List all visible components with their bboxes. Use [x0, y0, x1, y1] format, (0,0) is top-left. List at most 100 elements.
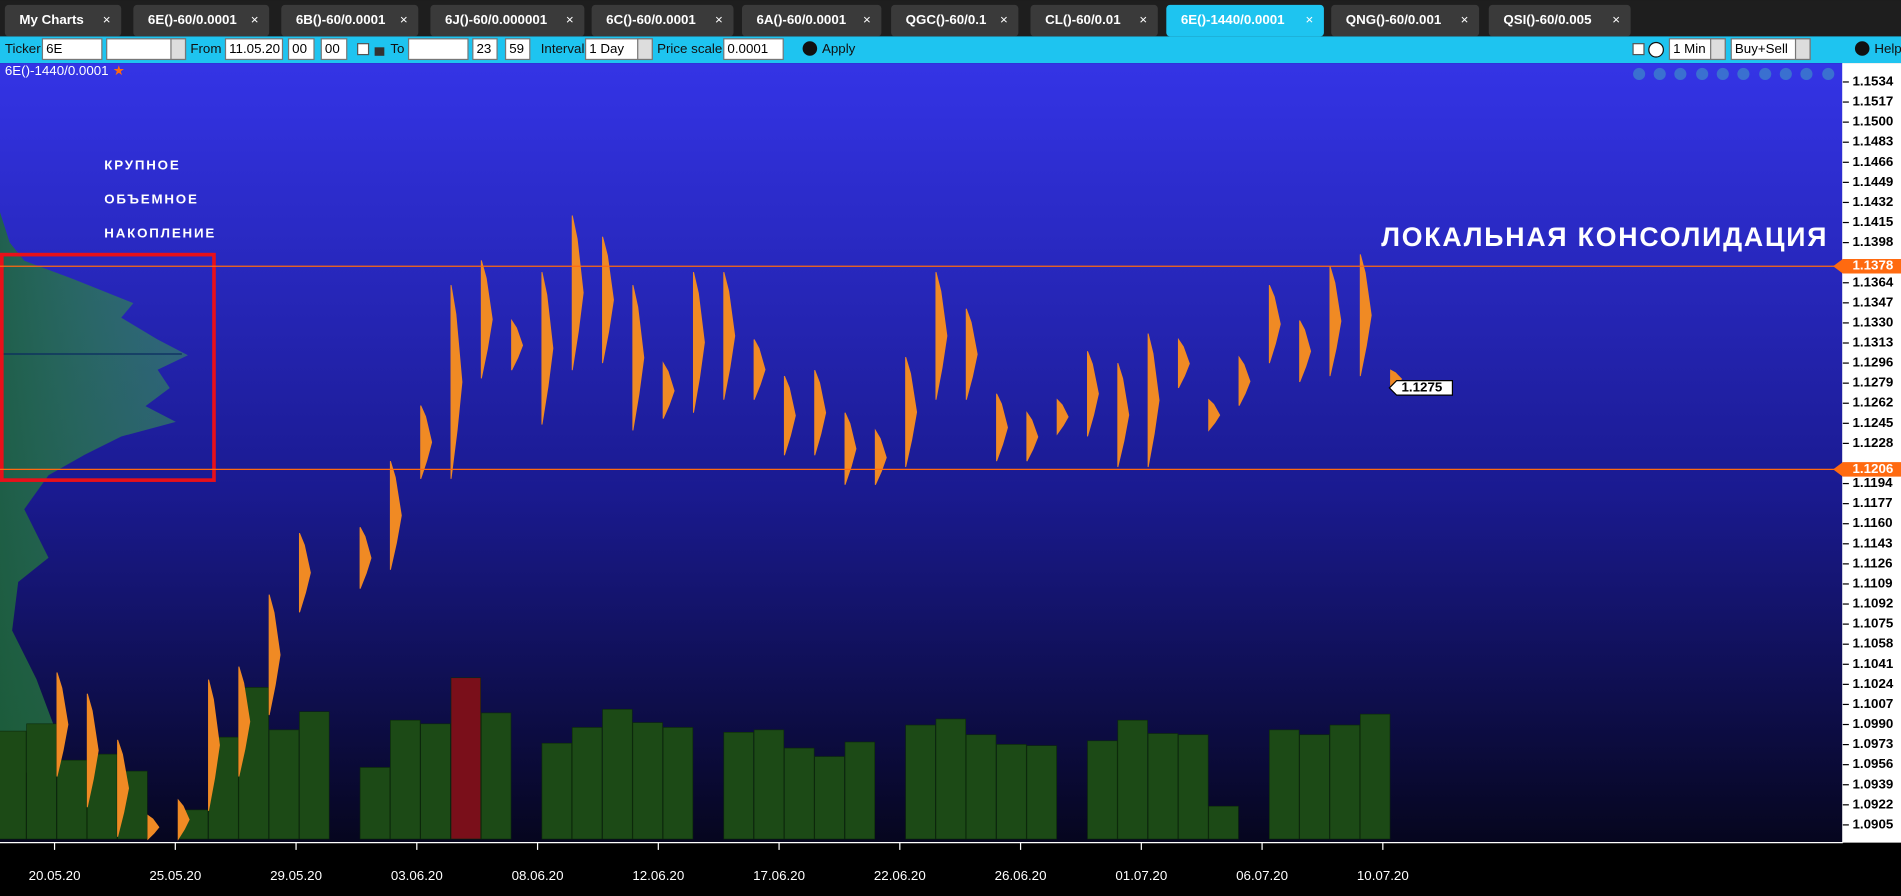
toolbar-label: To — [390, 41, 404, 56]
tool-icon[interactable] — [1779, 67, 1792, 81]
tab-close[interactable]: × — [1139, 12, 1147, 27]
tool-icon[interactable] — [1759, 67, 1772, 81]
price-profile — [844, 412, 857, 485]
input-value: Buy+Sell — [1735, 41, 1788, 56]
volume-bar — [1147, 733, 1179, 840]
y-tick-label: 1.1347 — [1853, 294, 1894, 309]
y-tick-label: 1.1398 — [1853, 234, 1894, 249]
y-tick-label: 1.1296 — [1853, 355, 1894, 370]
input[interactable] — [504, 38, 531, 61]
level-label: 1.1206 — [1853, 461, 1894, 476]
volume-bar — [541, 742, 572, 840]
input[interactable] — [287, 38, 315, 61]
tool-icon[interactable] — [1822, 67, 1835, 81]
tab[interactable] — [281, 4, 419, 37]
input[interactable] — [224, 38, 284, 61]
tab-close[interactable]: × — [1612, 12, 1620, 27]
price-profile — [874, 428, 887, 485]
tab[interactable] — [741, 4, 882, 37]
tab-close[interactable]: × — [715, 12, 723, 27]
lock-icon[interactable] — [374, 47, 385, 56]
checkbox[interactable] — [357, 43, 370, 56]
input-value: 23 — [476, 41, 491, 56]
help-icon[interactable] — [1854, 41, 1870, 56]
annotation-line: НАКОПЛЕНИЕ — [104, 226, 216, 241]
dropdown-arrow[interactable] — [1794, 38, 1811, 61]
y-tick-label: 1.0990 — [1853, 716, 1894, 731]
tab-close[interactable]: × — [1461, 12, 1469, 27]
tab-label: 6C()-60/0.0001 — [606, 12, 696, 27]
volume-bar — [1087, 740, 1118, 840]
volume-bar — [481, 712, 512, 840]
dropdown-arrow[interactable] — [637, 38, 653, 61]
volume-bar — [723, 731, 754, 840]
tab-close[interactable]: × — [1000, 12, 1008, 27]
favorite-star[interactable]: ★ — [113, 63, 125, 78]
volume-bar — [632, 722, 663, 840]
y-tick-label: 1.1160 — [1853, 515, 1893, 530]
x-tick-label: 01.07.20 — [1115, 868, 1167, 883]
tool-icon[interactable] — [1633, 67, 1646, 81]
input[interactable] — [723, 38, 784, 61]
tab-close[interactable]: × — [566, 12, 574, 27]
tab[interactable] — [133, 4, 270, 37]
volume-bar — [1026, 745, 1057, 840]
tool-icon[interactable] — [1716, 67, 1729, 81]
input[interactable] — [41, 38, 103, 61]
tab[interactable] — [4, 4, 122, 37]
input[interactable] — [472, 38, 498, 61]
dropdown-arrow[interactable] — [170, 38, 187, 61]
y-tick-label: 1.1364 — [1853, 274, 1894, 289]
input-value: 59 — [509, 41, 524, 56]
x-tick-label: 10.07.20 — [1357, 868, 1409, 883]
tab-close[interactable]: × — [251, 12, 259, 27]
tab[interactable] — [1488, 4, 1631, 37]
y-tick-label: 1.1177 — [1853, 495, 1893, 510]
y-tick-label: 1.1024 — [1853, 676, 1894, 691]
tool-icon[interactable] — [1737, 67, 1750, 81]
tool-icon[interactable] — [1674, 67, 1687, 81]
tab[interactable] — [430, 4, 585, 37]
tab-close[interactable]: × — [103, 12, 111, 27]
y-tick-label: 1.1415 — [1853, 214, 1894, 229]
volume-bar — [359, 767, 391, 840]
tab[interactable] — [1030, 4, 1158, 37]
volume-bar — [299, 711, 330, 840]
y-tick-label: 1.1092 — [1853, 596, 1894, 611]
tab[interactable] — [891, 4, 1019, 37]
annotation-left: КРУПНОЕ ОБЪЕМНОЕ НАКОПЛЕНИЕ — [104, 158, 216, 241]
apply-button[interactable]: Apply — [822, 41, 856, 56]
y-tick-label: 1.1041 — [1853, 656, 1894, 671]
apply-icon[interactable] — [802, 41, 818, 56]
toolbar-label: Interval — [541, 41, 585, 56]
tab-close[interactable]: × — [1305, 12, 1313, 27]
price-profile — [480, 260, 493, 379]
tool-icon[interactable] — [1800, 67, 1813, 81]
y-tick-label: 1.1313 — [1853, 335, 1894, 350]
input[interactable] — [407, 38, 469, 61]
checkbox[interactable] — [1632, 43, 1645, 56]
price-profile — [1147, 333, 1160, 468]
tab[interactable] — [1331, 4, 1480, 37]
y-tick-label: 1.1058 — [1853, 636, 1894, 651]
tab[interactable] — [591, 4, 734, 37]
volume-bar — [1208, 805, 1239, 840]
price-profile — [1117, 362, 1130, 468]
price-profile — [632, 285, 645, 431]
price-profile — [1026, 411, 1039, 462]
y-tick-label: 1.1143 — [1853, 535, 1893, 550]
y-tick-label: 1.0922 — [1853, 796, 1894, 811]
tab-close[interactable]: × — [400, 12, 408, 27]
y-tick-label: 1.1534 — [1853, 73, 1894, 88]
dropdown-arrow[interactable] — [1710, 38, 1726, 61]
mode-icon[interactable] — [1648, 41, 1664, 58]
tool-icon[interactable] — [1696, 67, 1709, 81]
volume-bar — [844, 741, 876, 840]
input[interactable] — [320, 38, 348, 61]
volume-bar — [1269, 729, 1300, 840]
tab[interactable] — [1166, 4, 1324, 37]
tool-icon[interactable] — [1653, 67, 1666, 81]
tab-close[interactable]: × — [863, 12, 871, 27]
help-link[interactable]: Help — [1874, 41, 1901, 56]
